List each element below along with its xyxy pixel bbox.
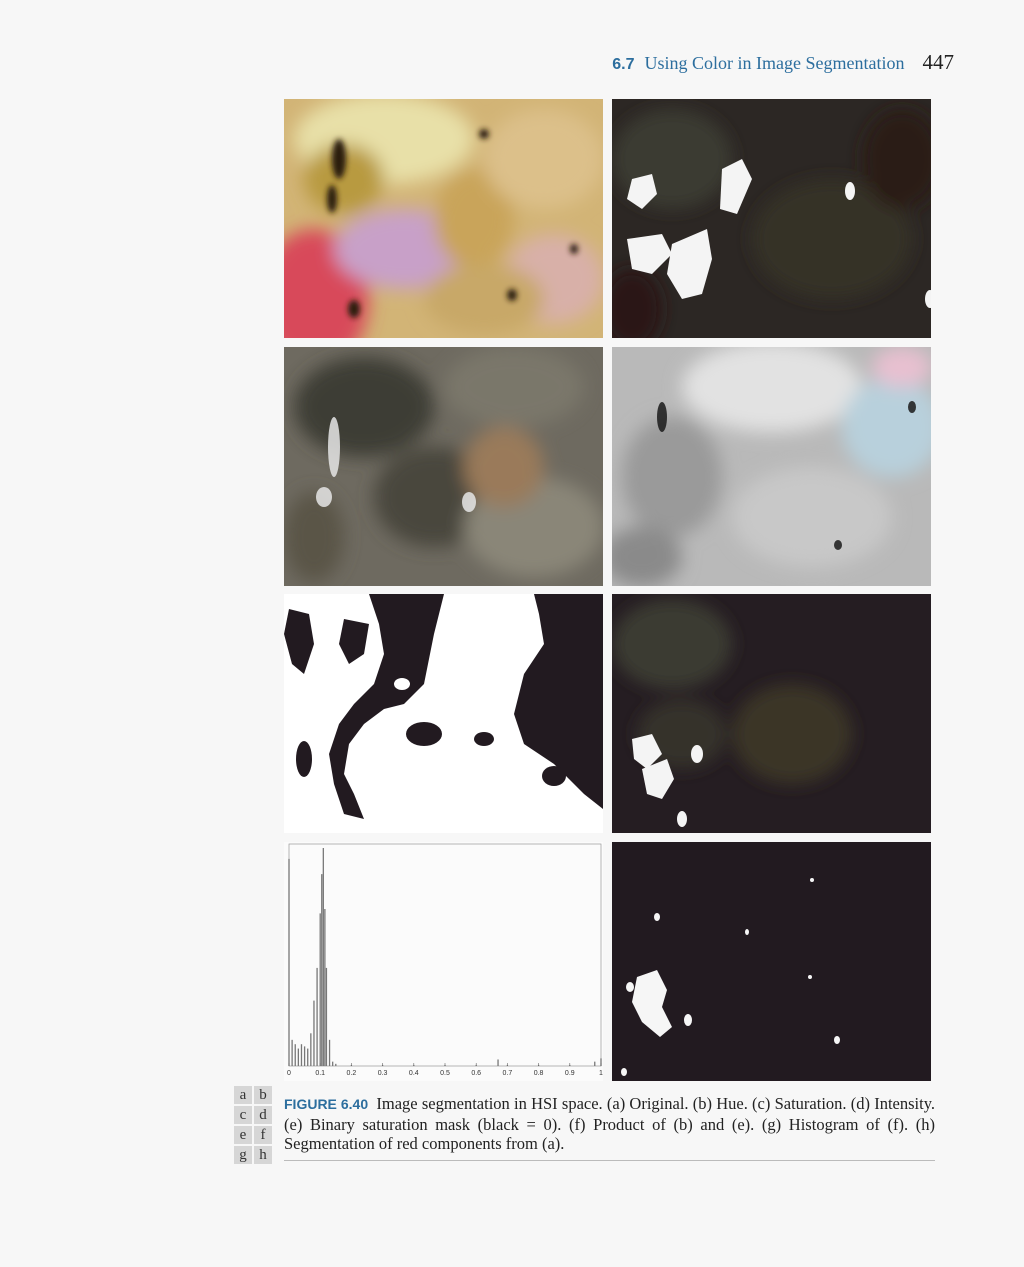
running-header: 6.7 Using Color in Image Segmentation 44… [612,50,954,75]
panel-d-intensity-image [612,347,931,586]
x-tick-label: 0.6 [471,1070,481,1077]
x-tick-label: 0.4 [409,1070,419,1077]
panel-letter: g [234,1146,252,1164]
x-tick-label: 0.7 [503,1070,513,1077]
panel-letter: a [234,1086,252,1104]
panel-e-binary-mask-image [284,594,603,833]
panel-letter: d [254,1106,272,1124]
x-tick-label: 0 [287,1070,291,1077]
page-number: 447 [922,50,955,74]
panel-letter: e [234,1126,252,1144]
panel-f-product-image [612,594,931,833]
figure-caption: FIGURE 6.40 Image segmentation in HSI sp… [284,1094,935,1161]
panel-g-histogram: 0 0.1 0.2 0.3 0.4 0.5 0.6 0.7 0.8 0.9 1 [284,842,603,1081]
histogram-plot: 0 0.1 0.2 0.3 0.4 0.5 0.6 0.7 0.8 0.9 1 [284,842,603,1081]
panel-letter: h [254,1146,272,1164]
panel-letter: b [254,1086,272,1104]
histogram-bars [288,848,602,1066]
histogram-x-ticks: 0 0.1 0.2 0.3 0.4 0.5 0.6 0.7 0.8 0.9 1 [287,1063,603,1077]
x-tick-label: 0.8 [534,1070,544,1077]
x-tick-label: 1 [599,1070,603,1077]
figure-label: FIGURE 6.40 [284,1096,369,1112]
x-tick-label: 0.2 [347,1070,357,1077]
panel-letter: f [254,1126,272,1144]
panel-b-hue-image [612,99,931,338]
section-heading: 6.7 Using Color in Image Segmentation [612,53,904,74]
panel-h-segmentation-image [612,842,931,1081]
panel-letter-key: a b c d e f g h [234,1086,272,1164]
x-tick-label: 0.1 [315,1070,325,1077]
caption-text: Image segmentation in HSI space. (a) Ori… [284,1094,936,1153]
panel-letter: c [234,1106,252,1124]
section-number: 6.7 [612,56,635,73]
panel-c-saturation-image [284,347,603,586]
x-tick-label: 0.3 [378,1070,388,1077]
x-tick-label: 0.5 [440,1070,450,1077]
x-tick-label: 0.9 [565,1070,575,1077]
section-title: Using Color in Image Segmentation [644,53,905,73]
panel-a-original-image [284,99,603,338]
